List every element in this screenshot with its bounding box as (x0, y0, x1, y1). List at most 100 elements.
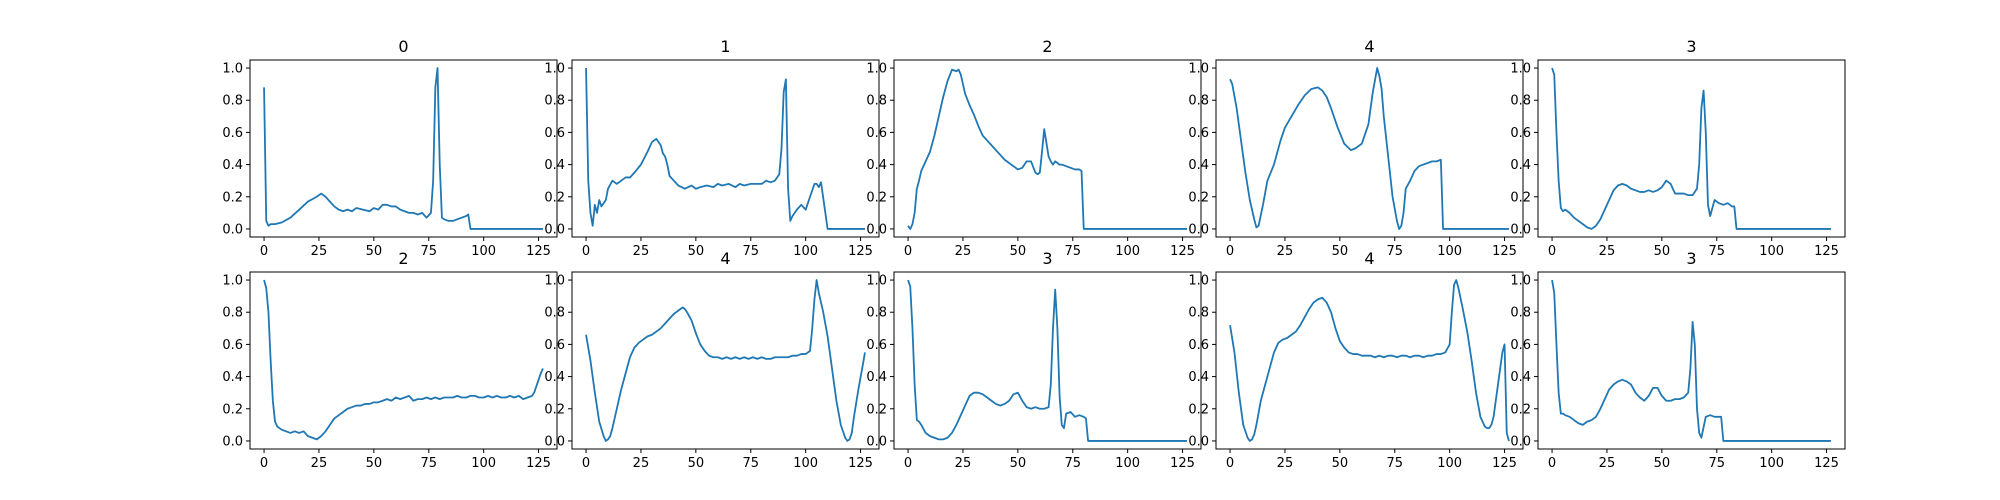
subplot-9: 0 25 50 75 100 125 0.0 0.2 0.4 0.6 0.8 1.0 3 (1510, 249, 1846, 471)
subplot-title: 2 (1042, 37, 1052, 56)
x-tick-label: 50 (1010, 456, 1027, 471)
subplot-title: 3 (1042, 249, 1052, 268)
series-line (263, 67, 543, 230)
x-tick-label: 50 (1332, 244, 1349, 259)
series-line (585, 68, 865, 230)
y-tick-label: 0.2 (866, 190, 887, 205)
x-tick-label: 25 (1277, 244, 1294, 259)
y-tick-label: 1.0 (222, 274, 243, 289)
y-tick-label: 0.6 (866, 338, 887, 353)
x-tick-label: 100 (1115, 456, 1140, 471)
axes-frame (1537, 59, 1846, 238)
subplot-8: 0 25 50 75 100 125 0.0 0.2 0.4 0.6 0.8 1.0 4 (1188, 249, 1524, 471)
y-tick-label: 0.4 (1188, 158, 1209, 173)
y-tick-label: 0.6 (1510, 338, 1531, 353)
y-tick-label: 0.0 (866, 434, 887, 449)
y-tick-label: 0.8 (222, 306, 243, 321)
y-tick-label: 0.0 (222, 434, 243, 449)
x-tick-label: 25 (1277, 456, 1294, 471)
x-tick-label: 50 (366, 456, 383, 471)
x-tick-label: 75 (1064, 456, 1081, 471)
y-tick-label: 1.0 (222, 62, 243, 77)
y-tick-label: 1.0 (1188, 274, 1209, 289)
y-tick-label: 0.4 (222, 158, 243, 173)
axes-frame (1537, 271, 1846, 450)
y-tick-label: 0.2 (222, 190, 243, 205)
y-tick-label: 0.0 (866, 222, 887, 237)
x-tick-label: 25 (311, 456, 328, 471)
x-tick-label: 75 (742, 244, 759, 259)
y-tick-label: 0.8 (1188, 94, 1209, 109)
x-tick-label: 50 (688, 456, 705, 471)
x-tick-label: 25 (955, 456, 972, 471)
subplot-title: 4 (720, 249, 730, 268)
x-tick-label: 0 (1226, 244, 1234, 259)
subplot-title: 3 (1686, 37, 1696, 56)
x-tick-label: 125 (1492, 456, 1517, 471)
y-tick-label: 0.6 (1188, 338, 1209, 353)
y-tick-label: 0.0 (222, 222, 243, 237)
x-tick-label: 100 (793, 244, 818, 259)
x-tick-label: 0 (260, 244, 268, 259)
x-tick-label: 50 (366, 244, 383, 259)
x-tick-label: 0 (904, 456, 912, 471)
subplot-6: 0 25 50 75 100 125 0.0 0.2 0.4 0.6 0.8 1.0 4 (544, 249, 880, 471)
y-tick-label: 0.6 (1188, 126, 1209, 141)
y-tick-label: 0.4 (866, 370, 887, 385)
y-tick-label: 1.0 (866, 274, 887, 289)
subplot-title: 0 (398, 37, 408, 56)
x-tick-label: 25 (311, 244, 328, 259)
y-tick-label: 0.2 (1510, 190, 1531, 205)
x-tick-label: 75 (742, 456, 759, 471)
subplot-title: 1 (720, 37, 730, 56)
y-tick-label: 0.8 (1188, 306, 1209, 321)
y-tick-label: 1.0 (544, 62, 565, 77)
y-tick-label: 0.4 (1510, 158, 1531, 173)
series-line (263, 279, 544, 441)
axes-frame (893, 271, 1202, 450)
series-line (1551, 67, 1831, 230)
axes-frame (1215, 271, 1524, 450)
x-tick-label: 50 (1332, 456, 1349, 471)
y-tick-label: 1.0 (1510, 62, 1531, 77)
x-tick-label: 125 (848, 456, 873, 471)
y-tick-label: 0.8 (222, 94, 243, 109)
x-tick-label: 0 (904, 244, 912, 259)
x-tick-label: 125 (1814, 456, 1839, 471)
axes-frame (571, 59, 880, 238)
subplot-2: 0 25 50 75 100 125 0.0 0.2 0.4 0.6 0.8 1.0 2 (866, 37, 1202, 259)
subplot-title: 4 (1364, 249, 1374, 268)
y-tick-label: 1.0 (1510, 274, 1531, 289)
axes-frame (249, 271, 558, 450)
x-tick-label: 75 (1708, 456, 1725, 471)
x-tick-label: 100 (1437, 244, 1462, 259)
x-tick-label: 25 (1599, 244, 1616, 259)
axes-frame (249, 59, 558, 238)
y-tick-label: 0.2 (1188, 190, 1209, 205)
x-tick-label: 75 (1064, 244, 1081, 259)
x-tick-label: 75 (1386, 244, 1403, 259)
x-tick-label: 125 (526, 244, 551, 259)
x-tick-label: 50 (1654, 244, 1671, 259)
y-tick-label: 0.4 (222, 370, 243, 385)
y-tick-label: 0.2 (866, 402, 887, 417)
x-tick-label: 100 (471, 456, 496, 471)
x-tick-label: 25 (633, 244, 650, 259)
x-tick-label: 0 (260, 456, 268, 471)
y-tick-label: 0.6 (544, 338, 565, 353)
y-tick-label: 1.0 (544, 274, 565, 289)
x-tick-label: 125 (1170, 244, 1195, 259)
x-tick-label: 0 (582, 244, 590, 259)
x-tick-label: 75 (420, 244, 437, 259)
y-tick-label: 0.6 (866, 126, 887, 141)
x-tick-label: 50 (1654, 456, 1671, 471)
x-tick-label: 100 (1437, 456, 1462, 471)
y-tick-label: 0.0 (544, 434, 565, 449)
x-tick-label: 25 (1599, 456, 1616, 471)
x-tick-label: 100 (1115, 244, 1140, 259)
y-tick-label: 1.0 (866, 62, 887, 77)
y-tick-label: 0.0 (1510, 222, 1531, 237)
x-tick-label: 0 (582, 456, 590, 471)
y-tick-label: 0.2 (544, 190, 565, 205)
